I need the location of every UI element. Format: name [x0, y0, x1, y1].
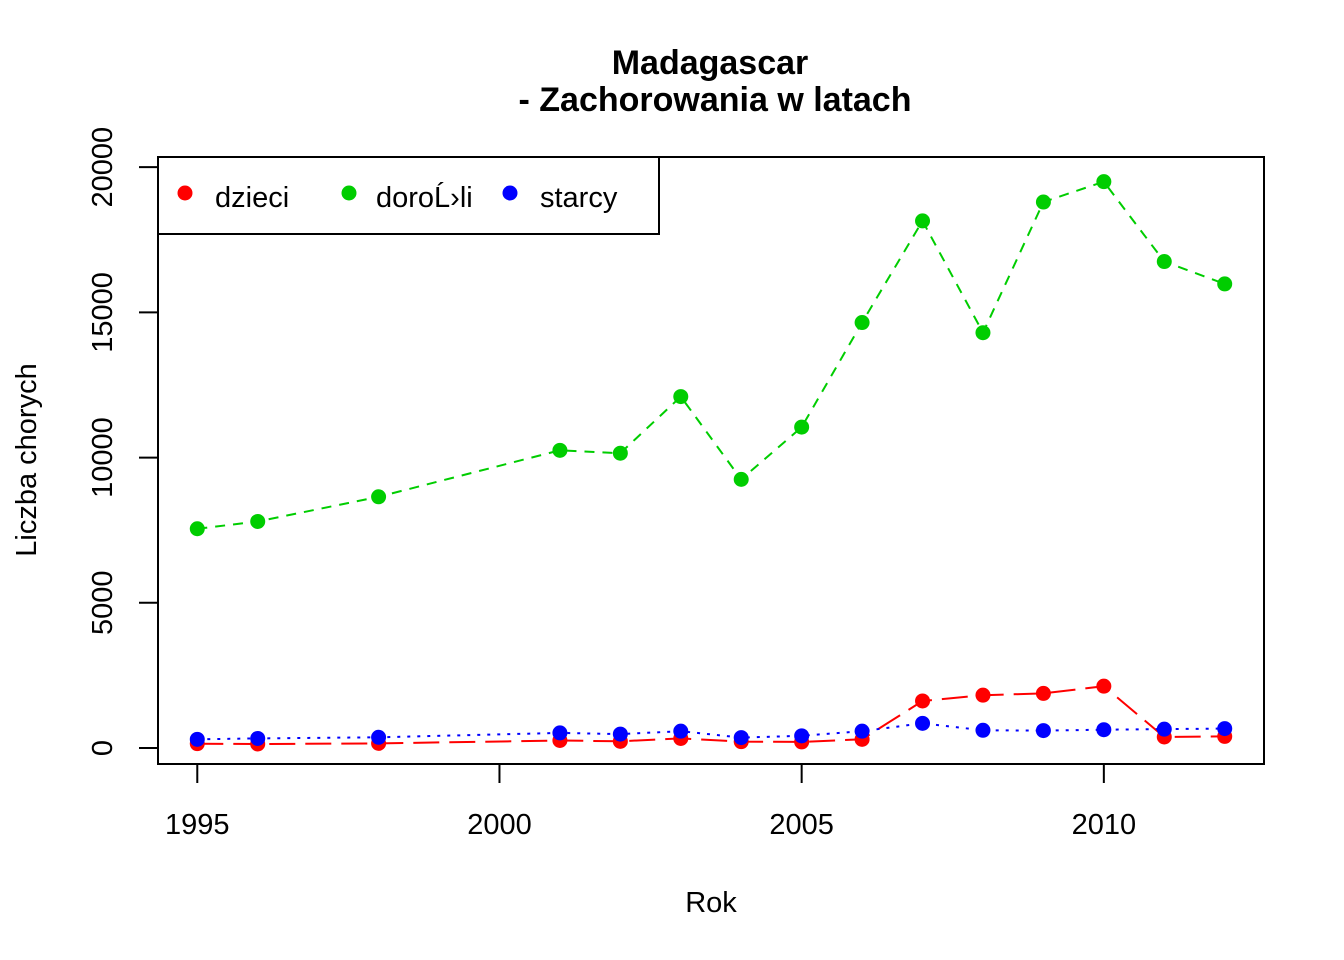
x-tick-label: 2005: [769, 809, 834, 841]
y-axis-label: Liczba chorych: [11, 363, 43, 556]
series-1: [189, 678, 1233, 752]
y-tick-label: 20000: [87, 127, 119, 208]
y-axis: 0 5000 10000 15000 20000: [87, 127, 159, 756]
data-point: [1096, 722, 1112, 738]
legend-label: dzieci: [215, 182, 289, 214]
data-point: [250, 730, 266, 746]
y-tick-label: 10000: [87, 417, 119, 498]
legend-label: starcy: [540, 182, 618, 214]
data-point: [975, 722, 991, 738]
data-point: [1035, 723, 1051, 739]
data-point: [1035, 194, 1051, 210]
data-point: [189, 521, 205, 537]
legend-label: doroĹ›li: [376, 181, 473, 214]
data-point: [371, 729, 387, 745]
x-tick-label: 1995: [165, 809, 230, 841]
x-axis: 1995 2000 2005 2010: [165, 763, 1137, 841]
plot-area-frame: [157, 156, 1265, 765]
series-line: [197, 180, 1226, 530]
data-point: [733, 730, 749, 746]
data-point: [854, 723, 870, 739]
series-line: [197, 685, 1225, 746]
data-point: [794, 419, 810, 435]
data-point: [915, 693, 931, 709]
data-point: [612, 445, 628, 461]
legend: dzieci doroĹ›li starcy: [157, 156, 660, 235]
data-point: [189, 731, 205, 747]
y-tick-label: 5000: [87, 571, 119, 636]
series-3: [189, 715, 1233, 747]
data-point: [854, 315, 870, 331]
x-axis-label: Rok: [685, 887, 737, 919]
data-point: [1156, 721, 1172, 737]
data-point: [371, 489, 387, 505]
data-point: [794, 728, 810, 744]
series-line: [197, 722, 1225, 741]
x-tick-label: 2000: [467, 809, 532, 841]
y-tick-label: 0: [87, 740, 119, 756]
x-tick-label: 2010: [1072, 809, 1137, 841]
data-point: [552, 725, 568, 741]
data-point: [975, 325, 991, 341]
data-point: [975, 687, 991, 703]
data-point: [552, 442, 568, 458]
data-point: [1096, 174, 1112, 190]
legend-marker: [177, 185, 193, 201]
data-point: [250, 513, 266, 529]
series-layer: [189, 174, 1233, 752]
data-point: [673, 723, 689, 739]
chart-title-line2: - Zachorowania w latach: [519, 81, 912, 119]
data-point: [1217, 721, 1233, 737]
legend-marker: [341, 185, 357, 201]
data-point: [733, 471, 749, 487]
data-point: [612, 726, 628, 742]
y-tick-label: 15000: [87, 272, 119, 353]
data-point: [915, 715, 931, 731]
chart-title-line1: Madagascar: [612, 44, 809, 82]
series-2: [189, 174, 1233, 537]
data-point: [1035, 685, 1051, 701]
data-point: [1156, 254, 1172, 270]
data-point: [915, 213, 931, 229]
data-point: [1217, 276, 1233, 292]
data-point: [673, 389, 689, 405]
legend-box: [157, 156, 660, 235]
data-point: [1096, 678, 1112, 694]
legend-marker: [502, 185, 518, 201]
